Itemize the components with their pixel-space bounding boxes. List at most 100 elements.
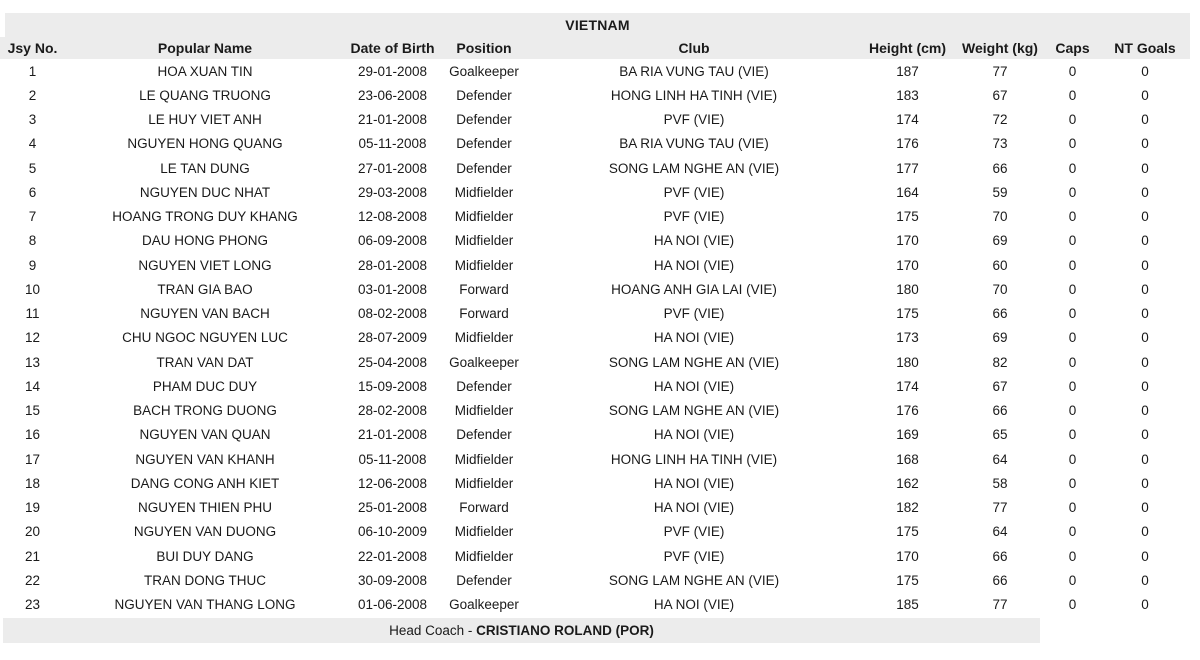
- table-cell: 66: [992, 306, 1008, 322]
- table-cell: TRAN DONG THUC: [143, 572, 266, 588]
- table-cell: 177: [896, 160, 919, 176]
- table-cell: 22-01-2008: [357, 548, 428, 564]
- table-cell: NGUYEN DUC NHAT: [139, 184, 271, 200]
- table-cell: 01-06-2008: [357, 597, 428, 613]
- table-cell: 162: [896, 475, 919, 491]
- table-cell: 173: [896, 330, 919, 346]
- table-cell: TRAN GIA BAO: [157, 281, 253, 297]
- table-cell: 0: [1068, 233, 1077, 249]
- table-cell: 77: [992, 63, 1008, 79]
- table-cell: SONG LAM NGHE AN (VIE): [608, 160, 780, 176]
- table-cell: 0: [1141, 160, 1149, 176]
- table-cell: 2: [28, 87, 37, 103]
- table-cell: 72: [992, 112, 1008, 128]
- table-cell: 06-09-2008: [357, 233, 428, 249]
- table-cell: 69: [992, 330, 1008, 346]
- table-cell: 5: [28, 160, 37, 176]
- table-cell: 70: [992, 209, 1008, 225]
- table-cell: 1: [28, 63, 37, 79]
- table-cell: HA NOI (VIE): [653, 475, 735, 491]
- table-cell: 66: [992, 572, 1008, 588]
- table-cell: 0: [1068, 160, 1077, 176]
- table-cell: HA NOI (VIE): [653, 427, 735, 443]
- table-cell: 0: [1141, 306, 1149, 322]
- table-cell: 0: [1141, 500, 1149, 516]
- table-cell: Defender: [456, 112, 512, 128]
- table-cell: Defender: [456, 160, 512, 176]
- table-cell: 185: [896, 597, 919, 613]
- table-cell: 0: [1068, 306, 1077, 322]
- table-cell: 0: [1068, 572, 1077, 588]
- table-cell: 175: [896, 306, 919, 322]
- table-row: 18 DANG CONG ANH KIET 12-06-2008 Midfielder…: [0, 471, 1190, 495]
- table-cell: 66: [992, 548, 1008, 564]
- table-cell: 0: [1068, 87, 1077, 103]
- table-row: 16 NGUYEN VAN QUAN 21-01-2008 Defender HA NO…: [0, 423, 1190, 447]
- table-cell: DANG CONG ANH KIET: [130, 475, 280, 491]
- head-coach-label: Head Coach -: [389, 623, 477, 638]
- table-cell: 67: [992, 87, 1008, 103]
- table-cell: HA NOI (VIE): [653, 597, 735, 613]
- table-cell: 65: [992, 427, 1008, 443]
- table-cell: 183: [896, 87, 919, 103]
- table-cell: 0: [1068, 378, 1077, 394]
- table-cell: Forward: [459, 306, 509, 322]
- table-cell: 169: [896, 427, 919, 443]
- table-cell: 15-09-2008: [357, 378, 428, 394]
- team-title: VIETNAM: [565, 17, 630, 33]
- table-cell: LE QUANG TRUONG: [139, 87, 271, 103]
- table-cell: 0: [1068, 257, 1077, 273]
- table-cell: 0: [1068, 281, 1077, 297]
- table-row: 15 BACH TRONG DUONG 28-02-2008 Midfielder SO…: [0, 399, 1190, 423]
- head-coach-name: CRISTIANO ROLAND (POR): [476, 623, 654, 638]
- table-cell: 23-06-2008: [357, 87, 428, 103]
- table-cell: 77: [992, 597, 1008, 613]
- table-cell: 180: [896, 354, 919, 370]
- table-cell: 0: [1068, 112, 1077, 128]
- table-cell: 3: [28, 112, 37, 128]
- table-cell: 0: [1141, 475, 1149, 491]
- table-cell: Defender: [456, 572, 512, 588]
- table-cell: 0: [1068, 184, 1077, 200]
- table-cell: 12-08-2008: [357, 209, 428, 225]
- column-header: Jsy No.: [0, 37, 65, 59]
- table-cell: 17: [24, 451, 41, 467]
- table-cell: 170: [896, 233, 919, 249]
- column-header: Caps: [1045, 37, 1100, 59]
- table-row: 8 DAU HONG PHONG 06-09-2008 Midfielder HA NO…: [0, 229, 1190, 253]
- column-header: Date of Birth: [345, 37, 440, 59]
- column-header: Club: [528, 37, 860, 59]
- table-cell: Midfielder: [454, 209, 514, 225]
- squad-table-body: 1 HOA XUAN TIN 29-01-2008 Goalkeeper BA RIA …: [0, 59, 1190, 617]
- team-title-band: VIETNAM: [5, 13, 1190, 37]
- table-cell: Goalkeeper: [449, 354, 519, 370]
- table-cell: 170: [896, 257, 919, 273]
- table-cell: 187: [896, 63, 919, 79]
- table-cell: 174: [896, 378, 919, 394]
- table-cell: PVF (VIE): [663, 209, 725, 225]
- table-cell: 21-01-2008: [357, 427, 428, 443]
- column-header: NT Goals: [1100, 37, 1190, 59]
- table-cell: 64: [992, 451, 1008, 467]
- table-cell: 10: [24, 281, 41, 297]
- table-cell: 0: [1068, 548, 1077, 564]
- table-cell: NGUYEN VIET LONG: [138, 257, 272, 273]
- table-cell: 0: [1141, 136, 1149, 152]
- table-cell: 0: [1141, 87, 1149, 103]
- table-cell: 14: [24, 378, 41, 394]
- table-cell: 77: [992, 500, 1008, 516]
- head-coach-band: Head Coach - CRISTIANO ROLAND (POR): [3, 618, 1040, 643]
- column-header: Height (cm): [860, 37, 955, 59]
- table-row: 23 NGUYEN VAN THANG LONG 01-06-2008 Goalkee…: [0, 593, 1190, 617]
- table-cell: HONG LINH HA TINH (VIE): [610, 451, 778, 467]
- table-cell: Forward: [459, 500, 509, 516]
- table-cell: 0: [1141, 597, 1149, 613]
- table-cell: 20: [24, 524, 41, 540]
- table-cell: CHU NGOC NGUYEN LUC: [122, 330, 288, 346]
- table-cell: 170: [896, 548, 919, 564]
- table-cell: 28-07-2009: [357, 330, 428, 346]
- table-cell: LE TAN DUNG: [160, 160, 250, 176]
- table-cell: 0: [1141, 451, 1149, 467]
- table-cell: 182: [896, 500, 919, 516]
- table-cell: 05-11-2008: [358, 451, 427, 467]
